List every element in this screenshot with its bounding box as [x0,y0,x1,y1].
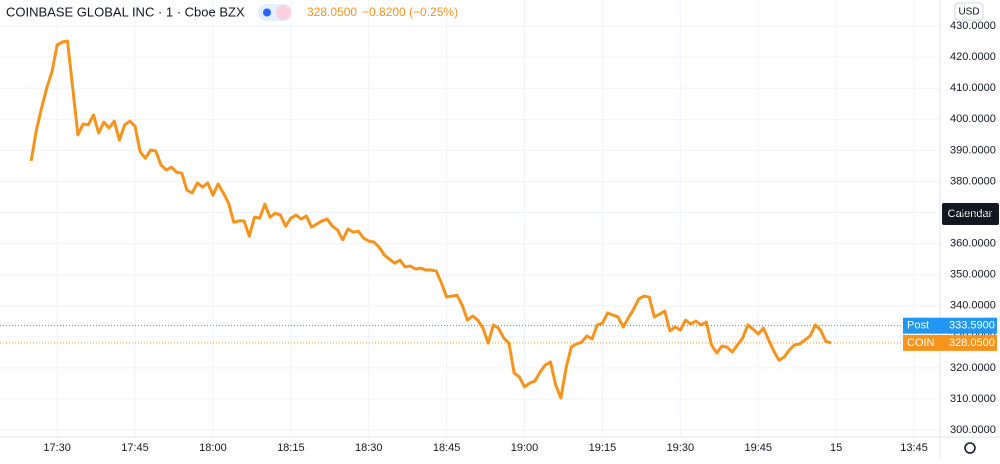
price-badge-name: Post [907,320,929,332]
x-tick-label: 19:30 [667,442,695,454]
y-tick-label: 420.0000 [950,51,996,63]
icon [276,5,291,20]
price-badge-value: 328.0500 [949,337,995,349]
y-tick-label: 310.0000 [950,393,996,405]
y-tick-label: 350.0000 [950,269,996,281]
price-badge-value: 333.5900 [949,320,995,332]
y-tick-label: 370.0000 [950,206,996,218]
y-tick-label: 340.0000 [950,300,996,312]
x-tick-label: 19:00 [511,442,539,454]
y-tick-label: 320.0000 [950,362,996,374]
y-tick-label: 400.0000 [950,113,996,125]
icon [263,8,271,17]
x-tick-label: 19:45 [744,442,772,454]
settings-icon[interactable] [964,442,976,454]
calendar-label: Calendar [948,208,993,220]
plot [0,39,940,400]
y-tick-label: 390.0000 [950,144,996,156]
price-line-series [29,39,832,400]
price-badge [903,334,997,351]
x-tick-label: 17:30 [43,442,71,454]
currency-box[interactable] [954,2,984,21]
y-tick-label: 430.0000 [950,20,996,32]
x-tick-label: 13:45 [900,442,928,454]
currency: USD [958,7,979,18]
price-badge [903,317,997,334]
x-tick-label: 19:15 [589,442,617,454]
x-tick-label: 18:00 [199,442,227,454]
x-tick-label: 15 [830,442,842,454]
last-price: 328.0500 [307,5,357,19]
y-tick-label: 360.0000 [950,238,996,250]
y-tick-label: 410.0000 [950,82,996,94]
price-badge-name: COIN [907,337,935,349]
y-tick-label: 380.0000 [950,175,996,187]
x-tick-label: 17:45 [121,442,149,454]
y-tick-label: 300.0000 [950,424,996,436]
x-tick-label: 18:15 [277,442,305,454]
grid [0,0,940,437]
price-change: −0.8200 (−0.25%) [362,5,458,19]
calendar-button[interactable] [942,203,999,225]
x-tick-label: 18:45 [433,442,461,454]
chart-title: COINBASE GLOBAL INC · 1 · Cboe BZX [6,4,245,19]
x-tick-label: 18:30 [355,442,383,454]
